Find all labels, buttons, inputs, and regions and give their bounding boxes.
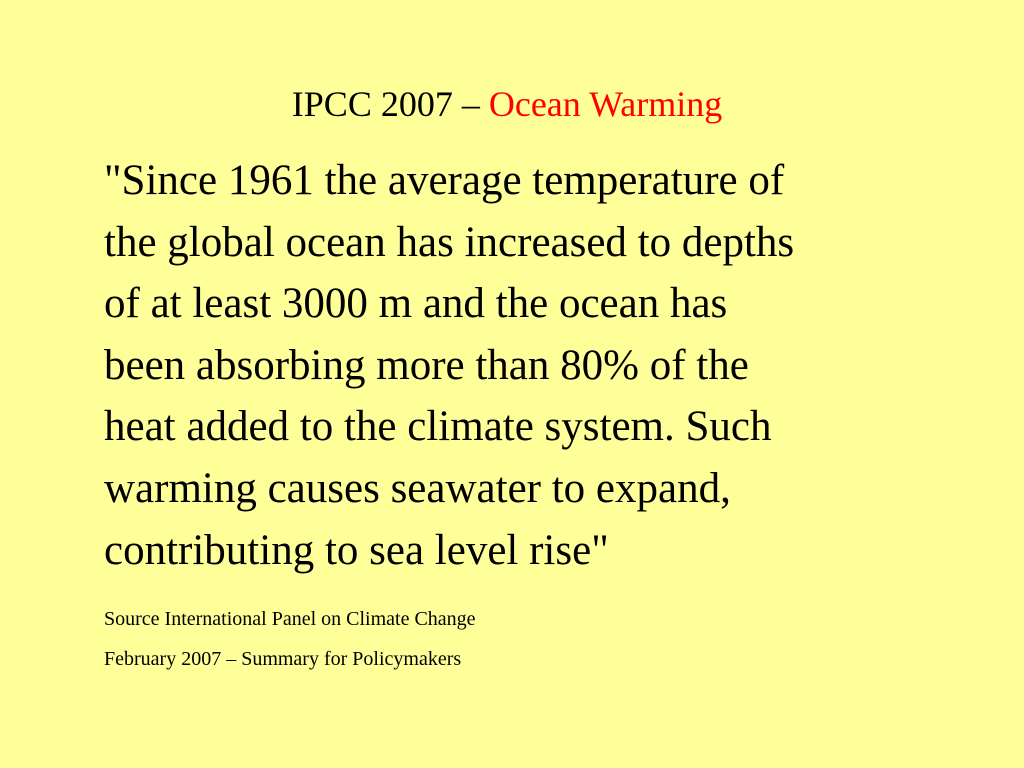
- quote-line: "Since 1961 the average temperature of: [104, 157, 785, 204]
- quote-line: of at least 3000 m and the ocean has: [104, 280, 728, 328]
- quote-line: been absorbing more than 80% of the: [104, 341, 749, 389]
- quote-block: "Since 1961 the average temperature of t…: [104, 150, 964, 581]
- quote-line: contributing to sea level rise": [104, 526, 609, 574]
- title-accent: Ocean Warming: [488, 84, 723, 124]
- quote-line: warming causes seawater to expand,: [104, 464, 731, 512]
- source-date: February 2007 – Summary for Policymakers: [104, 648, 462, 670]
- title-prefix: IPCC 2007 –: [291, 84, 489, 124]
- quote-line: heat added to the climate system. Such: [104, 403, 772, 451]
- quote-line: the global ocean has increased to depths: [104, 218, 795, 266]
- source-citation: Source International Panel on Climate Ch…: [104, 608, 476, 630]
- slide-title: IPCC 2007 – Ocean Warming: [0, 80, 1014, 128]
